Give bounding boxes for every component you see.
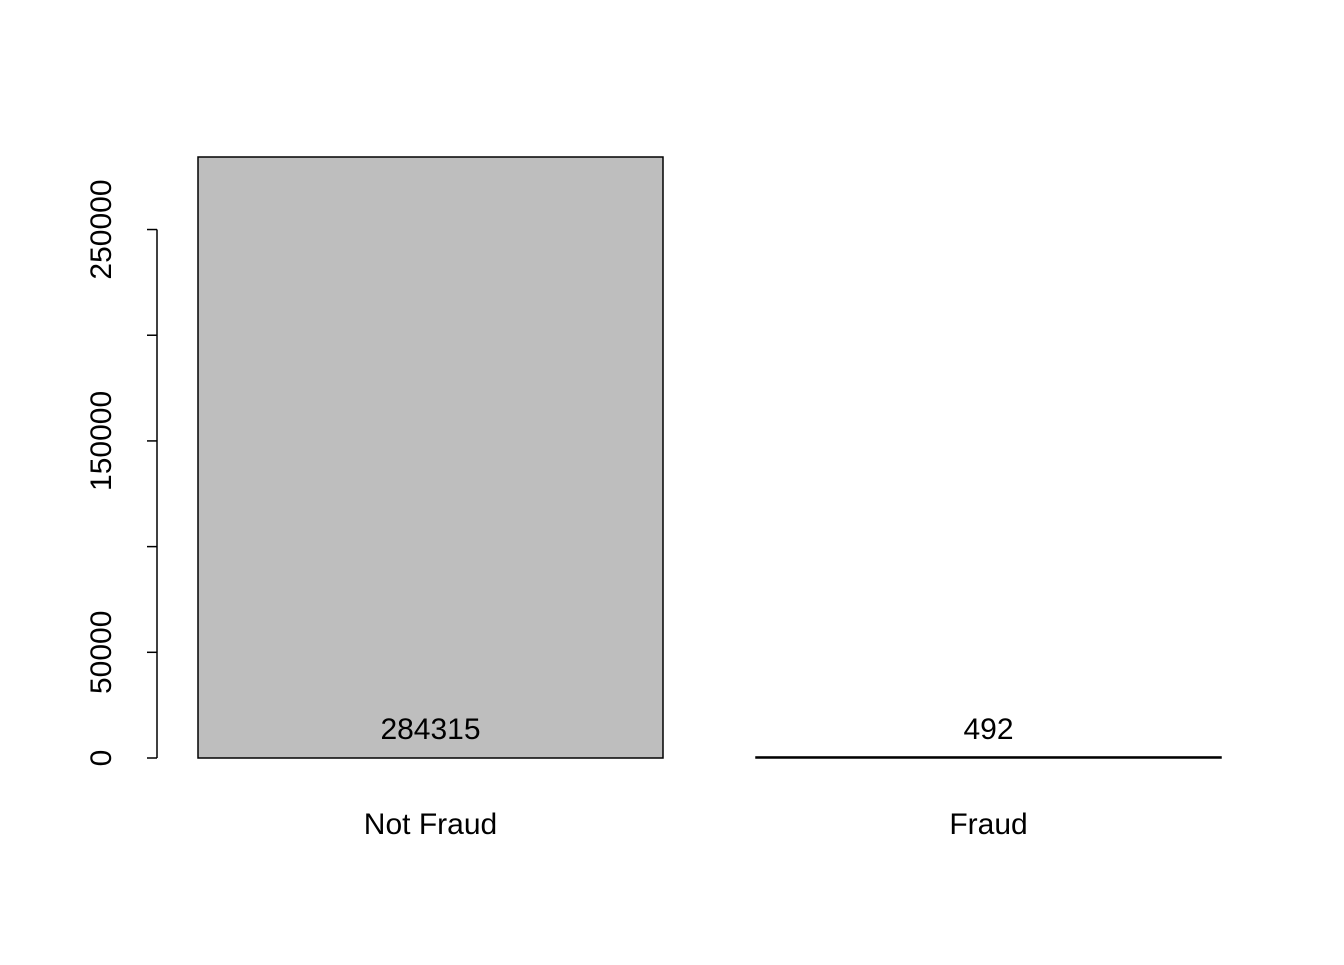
- bars: [197, 156, 1222, 759]
- value-labels: 284315 492: [380, 713, 1013, 746]
- bar-value-label: 492: [963, 713, 1013, 746]
- y-tick-label: 150000: [85, 391, 118, 491]
- y-axis: 0 50000 150000 250000: [85, 179, 158, 767]
- bar-value-label: 284315: [380, 713, 480, 746]
- y-tick-label: 250000: [85, 179, 118, 279]
- x-axis-labels: Not Fraud Fraud: [364, 808, 1028, 841]
- y-tick-label: 0: [85, 750, 118, 767]
- x-category-label: Not Fraud: [364, 808, 497, 841]
- x-category-label: Fraud: [949, 808, 1027, 841]
- y-tick-label: 50000: [85, 611, 118, 694]
- bar-fraud: [755, 756, 1222, 759]
- bar-not-fraud: [197, 156, 664, 759]
